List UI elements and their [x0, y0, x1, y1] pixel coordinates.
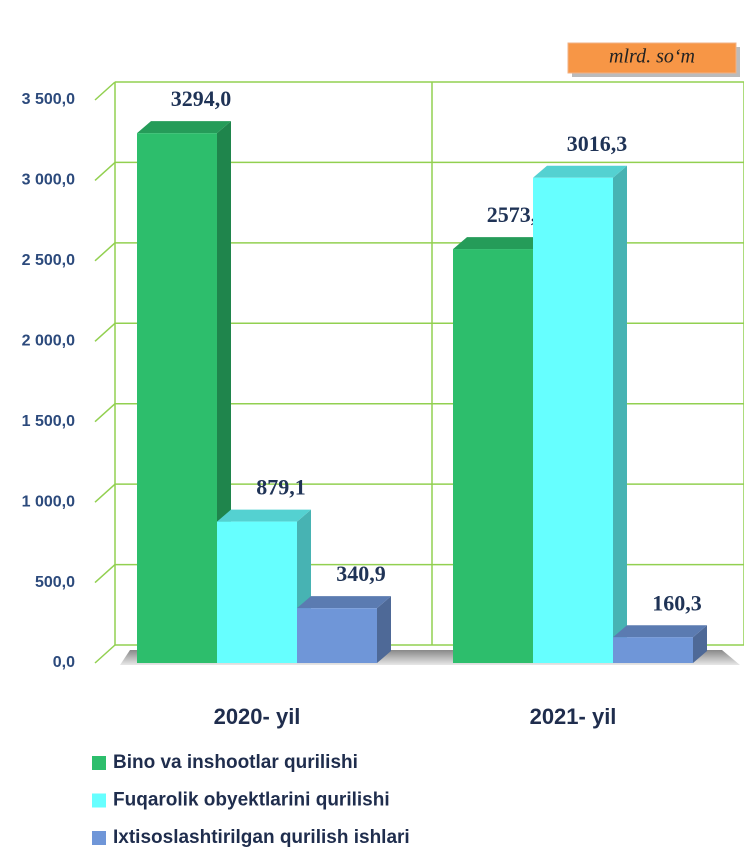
legend-swatch	[92, 793, 106, 808]
y-tick-label: 2 000,0	[22, 333, 75, 350]
bar	[613, 637, 693, 663]
y-tick-label: 0,0	[53, 654, 75, 671]
value-label: 160,3	[652, 590, 702, 615]
unit-box	[567, 42, 737, 74]
y-tick-label: 1 000,0	[22, 493, 75, 510]
bar	[217, 521, 297, 663]
bar	[533, 177, 613, 664]
bar-top	[533, 165, 627, 178]
value-label: 340,9	[336, 561, 386, 586]
grid-line-slant	[94, 322, 116, 342]
bar-top	[217, 509, 311, 522]
bar-top	[297, 596, 391, 609]
unit-label: mlrd. so‘m	[609, 46, 695, 68]
grid-line-slant	[94, 483, 116, 503]
legend-swatch	[92, 756, 106, 770]
bar-side	[613, 165, 627, 664]
grid-line-slant	[94, 242, 116, 262]
bar-side	[693, 625, 707, 663]
x-tick-label: 2020- yil	[214, 704, 301, 729]
grid-line-slant	[94, 564, 116, 584]
value-label: 3294,0	[171, 86, 232, 111]
bar	[297, 608, 377, 663]
grid-line-slant	[94, 644, 116, 664]
grid-line-slant	[94, 161, 116, 181]
bar-top	[453, 237, 547, 250]
y-tick-label: 500,0	[35, 574, 75, 591]
y-tick-label: 1 500,0	[22, 413, 75, 430]
value-label: 879,1	[256, 475, 306, 500]
grid-line-slant	[94, 81, 116, 101]
bar-top	[613, 625, 707, 638]
grid-line-slant	[94, 403, 116, 423]
y-tick-label: 3 000,0	[22, 172, 75, 189]
legend-label: Ixtisoslashtirilgan qurilish ishlari	[113, 827, 410, 848]
bar	[453, 249, 533, 663]
x-tick-label: 2021- yil	[530, 704, 617, 729]
bar-top	[137, 121, 231, 134]
y-tick-label: 2 500,0	[22, 252, 75, 269]
value-label: 3016,3	[567, 131, 628, 156]
bar-side	[377, 596, 391, 663]
y-tick-label: 3 500,0	[22, 91, 75, 108]
legend-label: Fuqarolik obyektlarini qurilishi	[113, 790, 390, 811]
legend-swatch	[92, 831, 106, 845]
bar	[137, 133, 217, 663]
legend-label: Bino va inshootlar qurilishi	[113, 752, 358, 773]
